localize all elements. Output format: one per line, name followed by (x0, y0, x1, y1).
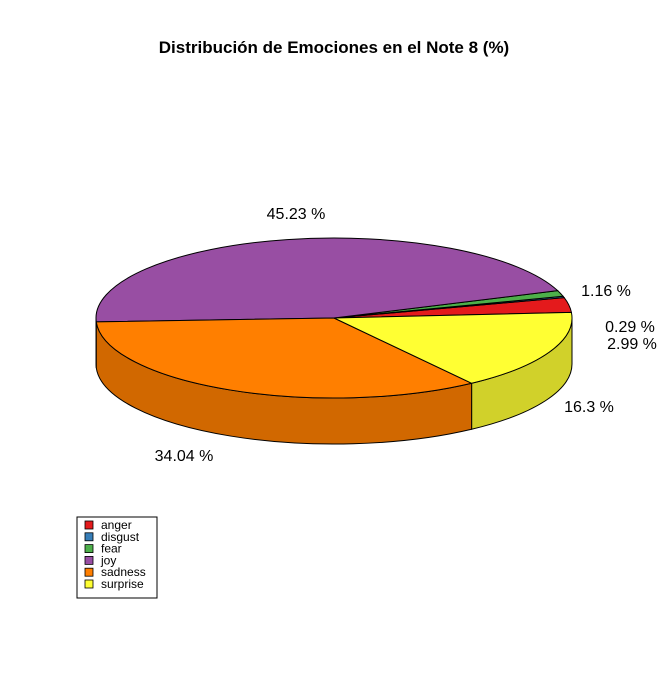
legend-swatch-surprise (84, 579, 94, 589)
legend-label-joy: joy (100, 553, 116, 567)
pie-label-joy: 45.23 % (267, 206, 326, 223)
pie-label-surprise: 16.3 % (564, 399, 614, 416)
legend-label-sadness: sadness (101, 565, 146, 579)
pie-label-sadness: 34.04 % (155, 448, 214, 465)
legend-swatch-fear (84, 544, 94, 553)
legend-swatch-anger (84, 520, 94, 530)
pie-slice-surprise (333, 311, 573, 384)
legend-label-surprise: surprise (101, 577, 144, 591)
legend-swatch-disgust (84, 532, 94, 542)
pie-labels: 2.99 %0.29 % 1.16 % 45.23 % 34.04 % 16.3 % (155, 206, 657, 465)
pie-label-disgust: 0.29 % (605, 319, 655, 336)
legend-label-anger: anger (101, 518, 132, 532)
legend-swatch-joy (84, 556, 94, 565)
pie-label-anger: 2.99 % (607, 336, 657, 353)
legend-swatch-sadness (84, 567, 94, 577)
legend-label-disgust: disgust (101, 530, 140, 544)
pie-slice-sadness (95, 317, 474, 399)
pie-slice-joy (95, 237, 559, 323)
legend-label-fear: fear (101, 542, 122, 556)
pie-label-fear: 1.16 % (581, 283, 631, 300)
pie-slices (95, 237, 573, 445)
chart-title: Distribución de Emociones en el Note 8 (… (159, 38, 509, 57)
